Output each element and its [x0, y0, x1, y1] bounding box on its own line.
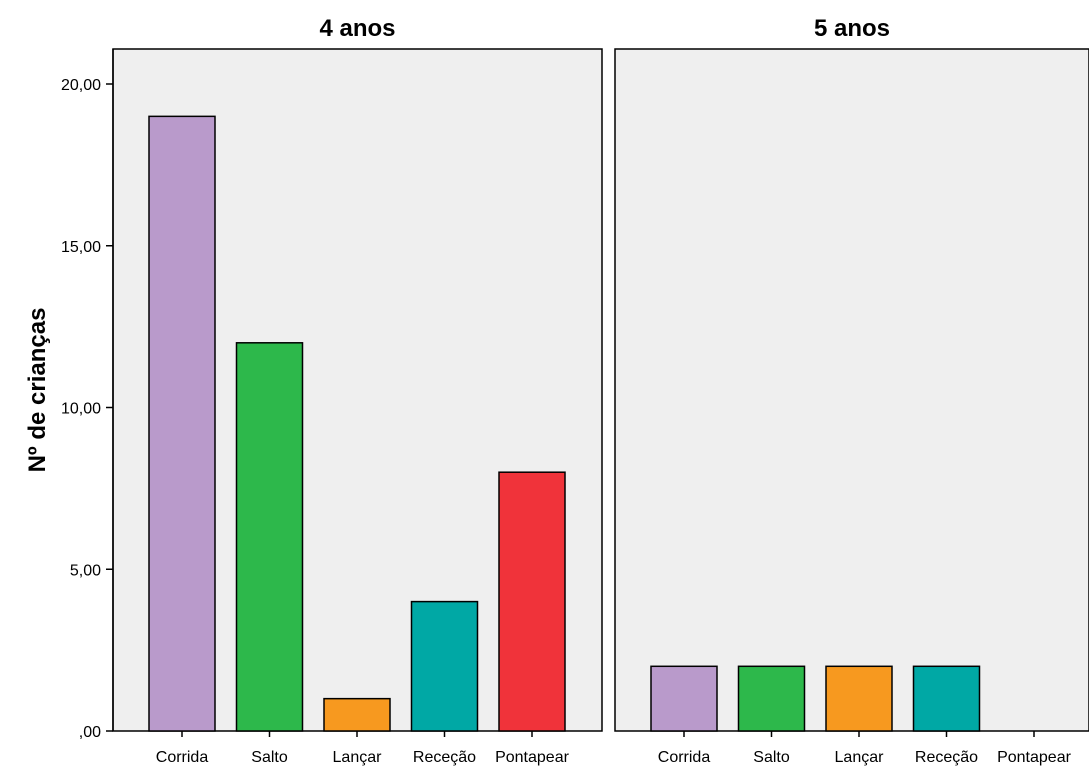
- bar-lançar: [323, 697, 391, 732]
- bar-lançar: [825, 665, 893, 732]
- bar-receção: [410, 600, 479, 732]
- panel-2: 5 anos Corrida Salto Lançar Receção Pontapear: [614, 15, 1089, 766]
- panels-layer: 4 anos Corrida Salto Lançar Receção Pontapear…: [112, 15, 1089, 766]
- bar-corrida: [148, 115, 216, 732]
- bar-pontapear: [498, 471, 566, 732]
- bar-salto: [235, 342, 304, 732]
- category-label: Corrida: [658, 749, 711, 766]
- bar-receção: [912, 665, 981, 732]
- bar-corrida: [650, 665, 718, 732]
- category-label: Receção: [413, 749, 476, 766]
- panel-1: 4 anos Corrida Salto Lançar Receção Pontapear: [112, 15, 603, 766]
- panel-background: [614, 48, 1089, 732]
- y-tick-label: 15,00: [61, 239, 101, 256]
- category-label: Lançar: [835, 749, 885, 766]
- y-tick-label: 20,00: [61, 77, 101, 94]
- category-label: Corrida: [156, 749, 209, 766]
- bar-salto: [737, 665, 806, 732]
- y-tick-label: 5,00: [70, 562, 101, 579]
- y-axis-label: Nº de crianças: [24, 308, 51, 473]
- category-label: Receção: [915, 749, 978, 766]
- panel-title: 4 anos: [319, 15, 395, 42]
- category-label: Pontapear: [997, 749, 1072, 766]
- y-axis: ,00 5,00 10,00 15,00 20,00: [61, 49, 114, 741]
- category-label: Salto: [251, 749, 288, 766]
- y-tick-label: 10,00: [61, 401, 101, 418]
- panel-title: 5 anos: [814, 15, 890, 42]
- category-label: Lançar: [333, 749, 383, 766]
- y-tick-label: ,00: [79, 724, 101, 741]
- category-label: Salto: [753, 749, 790, 766]
- category-label: Pontapear: [495, 749, 570, 766]
